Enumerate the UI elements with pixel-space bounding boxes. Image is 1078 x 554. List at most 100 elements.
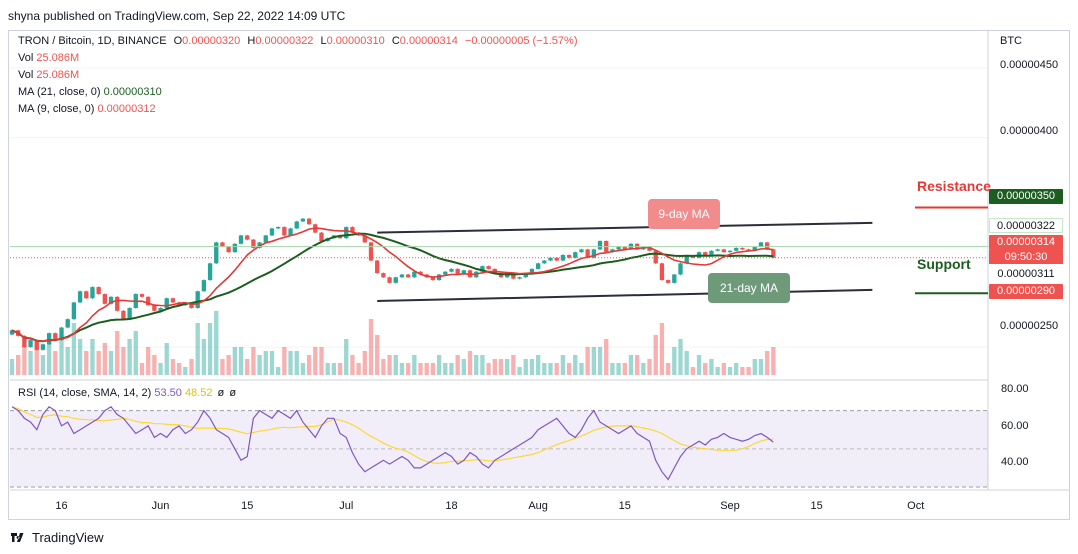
- candle-body: [734, 247, 739, 251]
- candle-body: [554, 257, 559, 261]
- candle-body: [232, 243, 237, 253]
- candle-body: [535, 263, 541, 269]
- volume-bar: [591, 347, 597, 375]
- time-tick: Jul: [339, 500, 353, 512]
- candle-body: [523, 273, 528, 278]
- time-axis-layer: 16 Jun 15 Jul 18 Aug 15 Sep 15 Oct: [55, 500, 924, 512]
- volume-bar: [238, 347, 244, 375]
- volume-bar: [560, 355, 566, 375]
- volume-bar: [752, 359, 757, 375]
- volume-bar: [226, 355, 231, 375]
- volume-legend-2[interactable]: Vol 25.086M: [18, 69, 79, 81]
- volume-bar: [672, 347, 677, 375]
- rsi-legend[interactable]: RSI (14, close, SMA, 14, 2) 53.50 48.52 …: [18, 387, 236, 399]
- ma9-legend[interactable]: MA (9, close, 0) 0.00000312: [18, 103, 156, 115]
- candle-body: [9, 330, 15, 335]
- candle-body: [350, 227, 355, 233]
- volume-bar: [368, 319, 374, 375]
- candle-body: [746, 249, 751, 251]
- ma9-label: MA (9, close, 0): [18, 103, 95, 115]
- volume-bar: [566, 363, 572, 375]
- candle-body: [28, 340, 33, 348]
- candle-body: [300, 218, 306, 222]
- volume-bar: [158, 363, 163, 375]
- volume-bar: [579, 363, 584, 375]
- support-price-tag: 0.00000290: [989, 284, 1063, 299]
- grid-layer: [10, 30, 1070, 491]
- ma21-line: [11, 232, 774, 343]
- volume-bar: [84, 351, 89, 375]
- ma-price-tag: 0.00000311: [989, 267, 1063, 282]
- candle-body: [344, 227, 349, 239]
- rsi-label: RSI (14, close, SMA, 14, 2): [18, 387, 152, 399]
- candle-body: [399, 274, 405, 278]
- volume-bar: [492, 359, 497, 375]
- volume-label: Vol: [18, 52, 34, 64]
- currency-label: BTC: [1000, 35, 1022, 47]
- candle-body: [653, 250, 658, 264]
- volume-bar: [176, 363, 182, 375]
- volume-bar: [139, 363, 145, 375]
- volume-legend-1[interactable]: Vol 25.086M: [18, 52, 79, 64]
- volume-bar: [152, 355, 157, 375]
- rsi-sma-value: 48.52: [184, 387, 213, 399]
- moving-averages-layer: [11, 227, 774, 343]
- candle-body: [46, 333, 52, 345]
- candle-body: [616, 246, 621, 250]
- volume-bar: [727, 367, 733, 375]
- candle-body: [597, 241, 603, 250]
- candle-body: [65, 319, 70, 328]
- volume-bar: [102, 343, 108, 375]
- volume-bar: [115, 331, 120, 375]
- candle-body: [764, 242, 770, 250]
- time-tick: 15: [811, 500, 823, 512]
- volume-bar: [53, 351, 58, 375]
- volume-bar: [467, 351, 473, 375]
- volume-bar: [90, 339, 95, 375]
- volume-bar: [170, 359, 176, 375]
- volume-bar: [461, 359, 467, 375]
- symbol-legend: TRON / Bitcoin, 1D, BINANCE O0.00000320 …: [18, 35, 578, 47]
- candle-body: [319, 232, 324, 241]
- volume-bar: [696, 355, 702, 375]
- volume-bar: [22, 339, 27, 375]
- candle-body: [393, 277, 398, 283]
- volume-bar: [201, 339, 207, 375]
- volume-bar: [282, 347, 287, 375]
- volume-bar: [430, 363, 436, 375]
- volume-bar: [449, 363, 454, 375]
- rsi-tick: 80.00: [1001, 383, 1029, 395]
- volume-bar: [362, 351, 367, 375]
- volume-bar: [715, 367, 720, 375]
- resistance-label: Resistance: [917, 178, 991, 194]
- candle-body: [529, 268, 535, 274]
- ma21-label: MA (21, close, 0): [18, 86, 101, 98]
- volume-value-2: 25.086M: [36, 69, 80, 81]
- footer-brand[interactable]: TradingView: [10, 530, 104, 545]
- close-value: 0.00000314: [399, 35, 458, 47]
- open-value: 0.00000320: [182, 35, 241, 47]
- volume-bar: [690, 367, 696, 375]
- volume-bar: [214, 311, 219, 375]
- volume-bar: [764, 351, 770, 375]
- volume-bar: [189, 359, 194, 375]
- volume-bar: [597, 347, 603, 375]
- time-tick: 15: [619, 500, 631, 512]
- volume-bar: [480, 355, 485, 375]
- volume-bar: [399, 363, 405, 375]
- candle-body: [758, 242, 764, 247]
- volume-bar: [505, 359, 510, 375]
- volume-bar: [337, 363, 343, 375]
- volume-bar: [46, 339, 52, 375]
- ma21-legend[interactable]: MA (21, close, 0) 0.00000310: [18, 86, 162, 98]
- volume-bar: [542, 363, 547, 375]
- candle-body: [275, 227, 281, 229]
- volume-bar: [356, 363, 361, 375]
- candle-body: [703, 252, 708, 255]
- volume-bar: [585, 347, 590, 375]
- volume-bar: [381, 359, 386, 375]
- candle-body: [585, 249, 590, 258]
- volume-bar: [59, 335, 64, 375]
- volume-bar: [653, 335, 658, 375]
